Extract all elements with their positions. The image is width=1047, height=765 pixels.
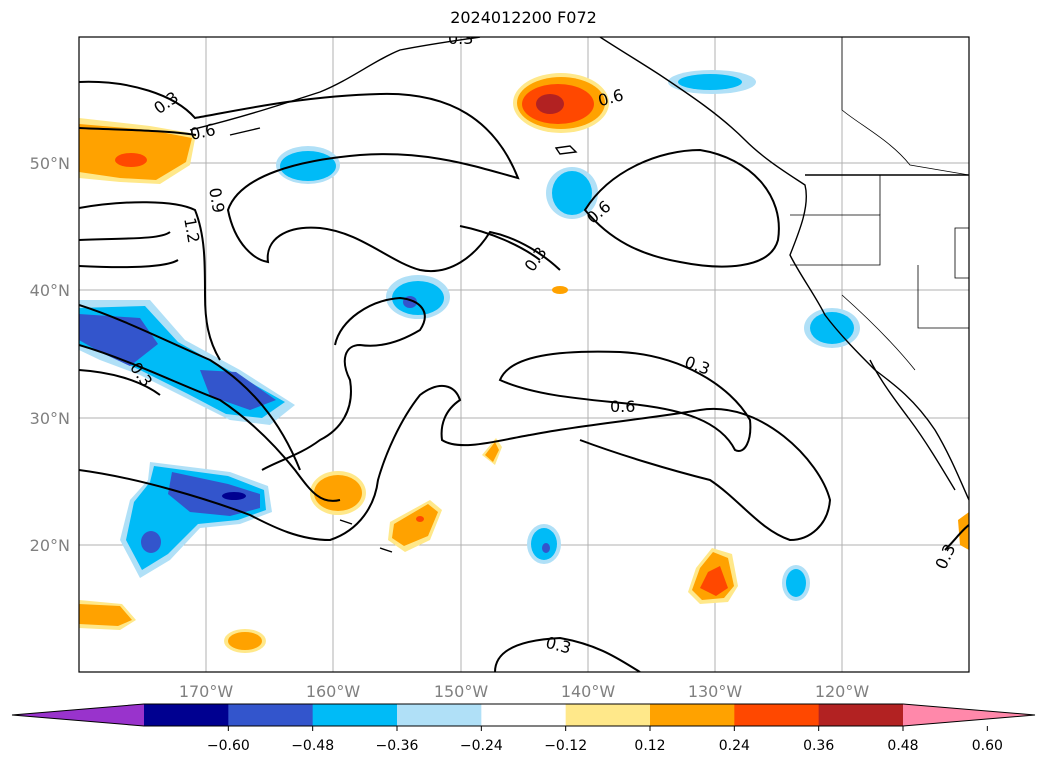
colorbar-tick-label: −0.24	[460, 738, 503, 754]
political-borders	[790, 37, 969, 371]
lon-label: 160°W	[306, 682, 361, 701]
lon-label: 140°W	[561, 682, 616, 701]
colorbar-swatch	[228, 704, 314, 726]
colorbar-tick-label: −0.60	[207, 738, 250, 754]
colorbar-extension-low	[12, 704, 144, 726]
colorbar: −0.60 −0.48 −0.36 −0.24 −0.12 0.12 0.24 0.36 0.4…	[11, 703, 1036, 754]
contour-label: 0.9	[205, 186, 228, 214]
colorbar-tick-label: 0.60	[972, 738, 1003, 754]
contour-label: 0.6	[188, 120, 217, 144]
colorbar-swatch	[481, 704, 567, 726]
map-frame	[78, 36, 970, 673]
colorbar-extension-high	[903, 704, 1035, 726]
latitude-labels: 50°N 40°N 30°N 20°N	[30, 154, 70, 555]
colorbar-swatch	[650, 704, 735, 726]
colorbar-tick-label: 0.12	[634, 738, 665, 754]
colorbar-tick-label: −0.48	[291, 738, 334, 754]
contour-label: 0.6	[610, 397, 635, 416]
lat-label: 50°N	[30, 154, 70, 173]
colorbar-tick-label: −0.12	[544, 738, 587, 754]
map-area	[79, 37, 969, 672]
contour-label: 1.2	[180, 216, 203, 244]
lon-label: 130°W	[688, 682, 743, 701]
colorbar-swatch	[312, 704, 398, 726]
colorbar-swatch	[734, 704, 820, 726]
colorbar-outline	[11, 703, 1036, 727]
colorbar-tick-label: 0.24	[719, 738, 750, 754]
lon-label: 120°W	[815, 682, 870, 701]
colorbar-tick-label: −0.36	[376, 738, 419, 754]
contour-lines	[79, 80, 969, 672]
lat-label: 20°N	[30, 536, 70, 555]
colorbar-swatch	[565, 704, 651, 726]
map-title: 2024012200 F072	[450, 8, 597, 27]
colorbar-swatch	[397, 704, 482, 726]
longitude-labels: 170°W 160°W 150°W 140°W 130°W 120°W	[179, 682, 870, 701]
colorbar-tick-label: 0.48	[887, 738, 918, 754]
coastlines	[189, 37, 969, 553]
colorbar-tick-label: 0.36	[803, 738, 834, 754]
contour-label: 0.3	[448, 29, 473, 48]
lon-label: 170°W	[179, 682, 234, 701]
lat-label: 30°N	[30, 409, 70, 428]
colorbar-swatch	[144, 704, 229, 726]
lat-label: 40°N	[30, 281, 70, 300]
lon-label: 150°W	[434, 682, 489, 701]
shaded-fields	[79, 70, 969, 653]
colorbar-swatch	[818, 704, 904, 726]
